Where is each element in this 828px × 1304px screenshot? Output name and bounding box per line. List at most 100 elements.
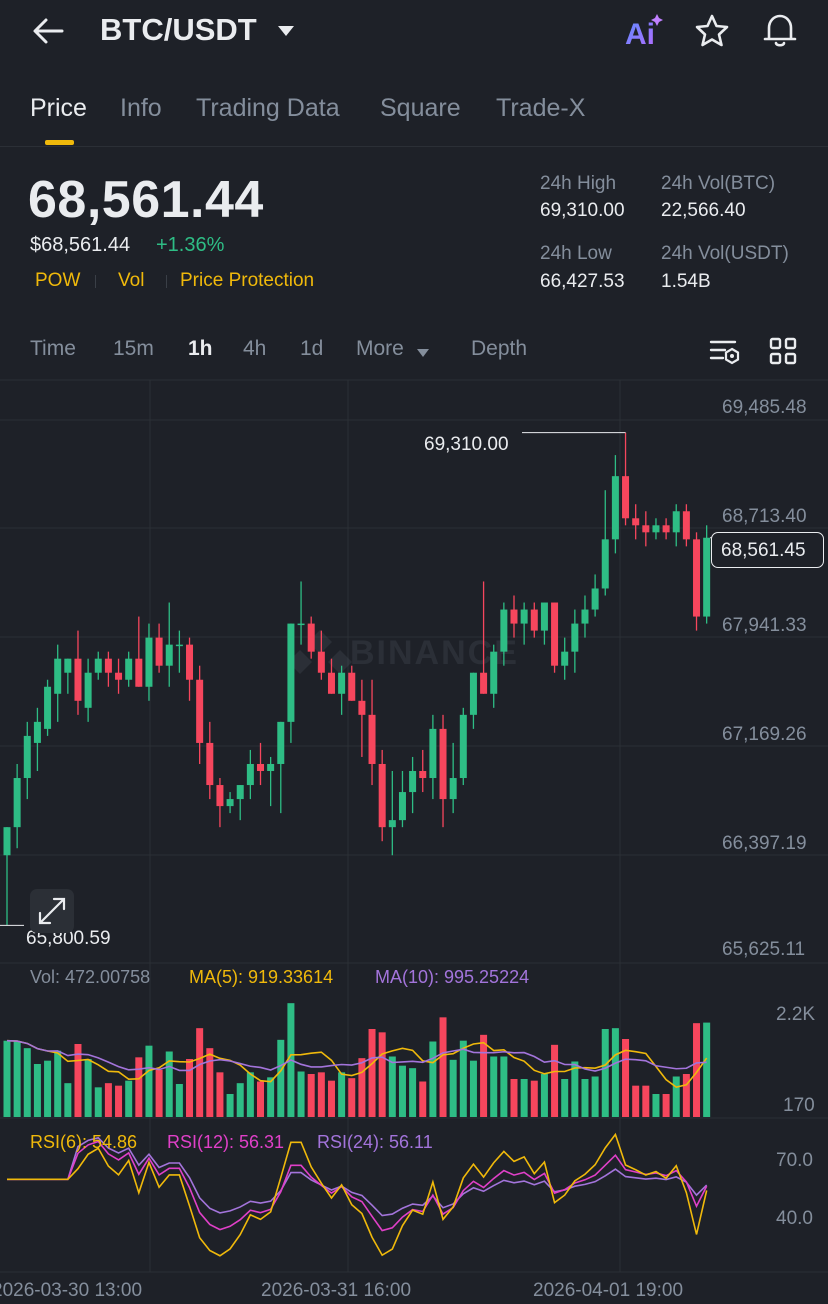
grid-layout-icon[interactable] [768,336,798,366]
volume-bar [662,1094,670,1117]
low-marker-label: 65,800.59 [26,928,111,949]
candle-body [23,735,31,779]
candle-body [175,644,183,647]
candle-body [338,672,346,694]
expand-chart-button[interactable] [30,889,74,933]
volume-bar [196,1028,204,1117]
tag-vol[interactable]: Vol [118,270,145,291]
volume-bar [348,1078,356,1117]
candle-body [84,672,92,708]
tab-trading-data[interactable]: Trading Data [196,94,340,122]
volume-bar [409,1068,417,1117]
tag-pow[interactable]: POW [35,270,81,291]
candle-body [540,602,548,631]
candle-body [449,778,457,800]
volume-bar [327,1080,335,1117]
more-caret-icon[interactable] [416,345,430,357]
candle-body [642,525,650,533]
candle-body [3,827,11,856]
volume-bar [267,1077,275,1117]
indicator-settings-icon[interactable] [708,336,740,366]
tf-more[interactable]: More [356,337,404,360]
volume-bar [206,1048,214,1117]
candle-body [348,672,356,701]
candle-body [591,588,599,610]
candle-body [54,658,62,694]
tab-info[interactable]: Info [120,94,162,122]
candle-body [561,651,569,666]
candle-body [94,658,102,673]
candle-body [409,771,417,793]
rsi-axis-top: 70.0 [776,1150,813,1171]
price-axis-label: 68,713.40 [722,506,807,527]
volume-bar [74,1044,82,1117]
candle-body [662,525,670,533]
tf-15m[interactable]: 15m [113,337,154,360]
bell-icon[interactable] [760,11,800,49]
candle-body [601,539,609,589]
tag-price-protection[interactable]: Price Protection [180,270,315,291]
candle-body [206,742,214,786]
star-icon[interactable] [693,13,731,49]
time-axis-label: 2026-04-01 19:00 [533,1280,684,1301]
candle-body [165,644,173,666]
vol-value-label: Vol: 472.00758 [30,967,151,987]
candle-body [622,476,630,519]
volume-bar [398,1065,406,1117]
vol-usdt-value: 1.54B [661,271,711,292]
low-value: 66,427.53 [540,271,625,292]
volume-bar [64,1083,72,1117]
volume-bar [520,1079,528,1117]
tf-4h[interactable]: 4h [243,337,267,360]
time-axis-label: 2026-03-30 13:00 [0,1280,143,1301]
usd-price: $68,561.44 [30,234,131,256]
caret-down-icon[interactable] [276,24,296,38]
high-value: 69,310.00 [540,200,625,221]
volume-bar [601,1029,609,1117]
candle-body [297,623,305,626]
volume-bar [378,1032,386,1117]
rsi6-line [7,1132,708,1257]
tab-price[interactable]: Price [30,94,87,122]
candle-body [551,602,559,666]
vol-axis-bottom: 170 [783,1095,815,1116]
low-label: 24h Low [540,243,612,264]
price-axis-label: 66,397.19 [722,833,807,854]
rsi6-label: RSI(6): 54.86 [30,1132,138,1152]
volume-bar [115,1085,123,1117]
volume-bar [338,1072,346,1117]
volume-bar [611,1028,619,1117]
volume-bar [703,1022,711,1117]
tab-square[interactable]: Square [380,94,461,122]
volume-bar [94,1087,102,1117]
tf-1d[interactable]: 1d [300,337,324,360]
candle-body [216,785,224,807]
tf-1h[interactable]: 1h [188,337,213,360]
volume-bar [693,1023,701,1117]
volume-bar [551,1044,559,1117]
back-arrow-icon[interactable] [30,15,66,47]
watermark-text: BINANCE [350,634,519,672]
tf-time[interactable]: Time [30,337,76,360]
candle-body [611,476,619,540]
candle-body [13,778,21,828]
volume-bar [84,1059,92,1117]
current-price-value: 68,561.45 [721,540,806,561]
candle-body [33,721,41,743]
ai-icon[interactable]: Ai [624,12,666,51]
vol-ma10-label: MA(10): 995.25224 [375,967,530,987]
candle-body [44,686,52,729]
candle-body [287,623,295,722]
volume-bar [277,1039,285,1117]
rsi12-line [7,1140,708,1232]
tf-depth[interactable]: Depth [471,337,528,360]
vol-usdt-label: 24h Vol(USDT) [661,243,789,264]
tag-separator [95,275,96,288]
candle-body [64,658,72,673]
candle-body [307,623,315,652]
tab-trade-x[interactable]: Trade-X [496,94,586,122]
pair-title[interactable]: BTC/USDT [100,12,257,47]
volume-bar [642,1085,650,1117]
price-axis-label: 67,941.33 [722,615,807,636]
